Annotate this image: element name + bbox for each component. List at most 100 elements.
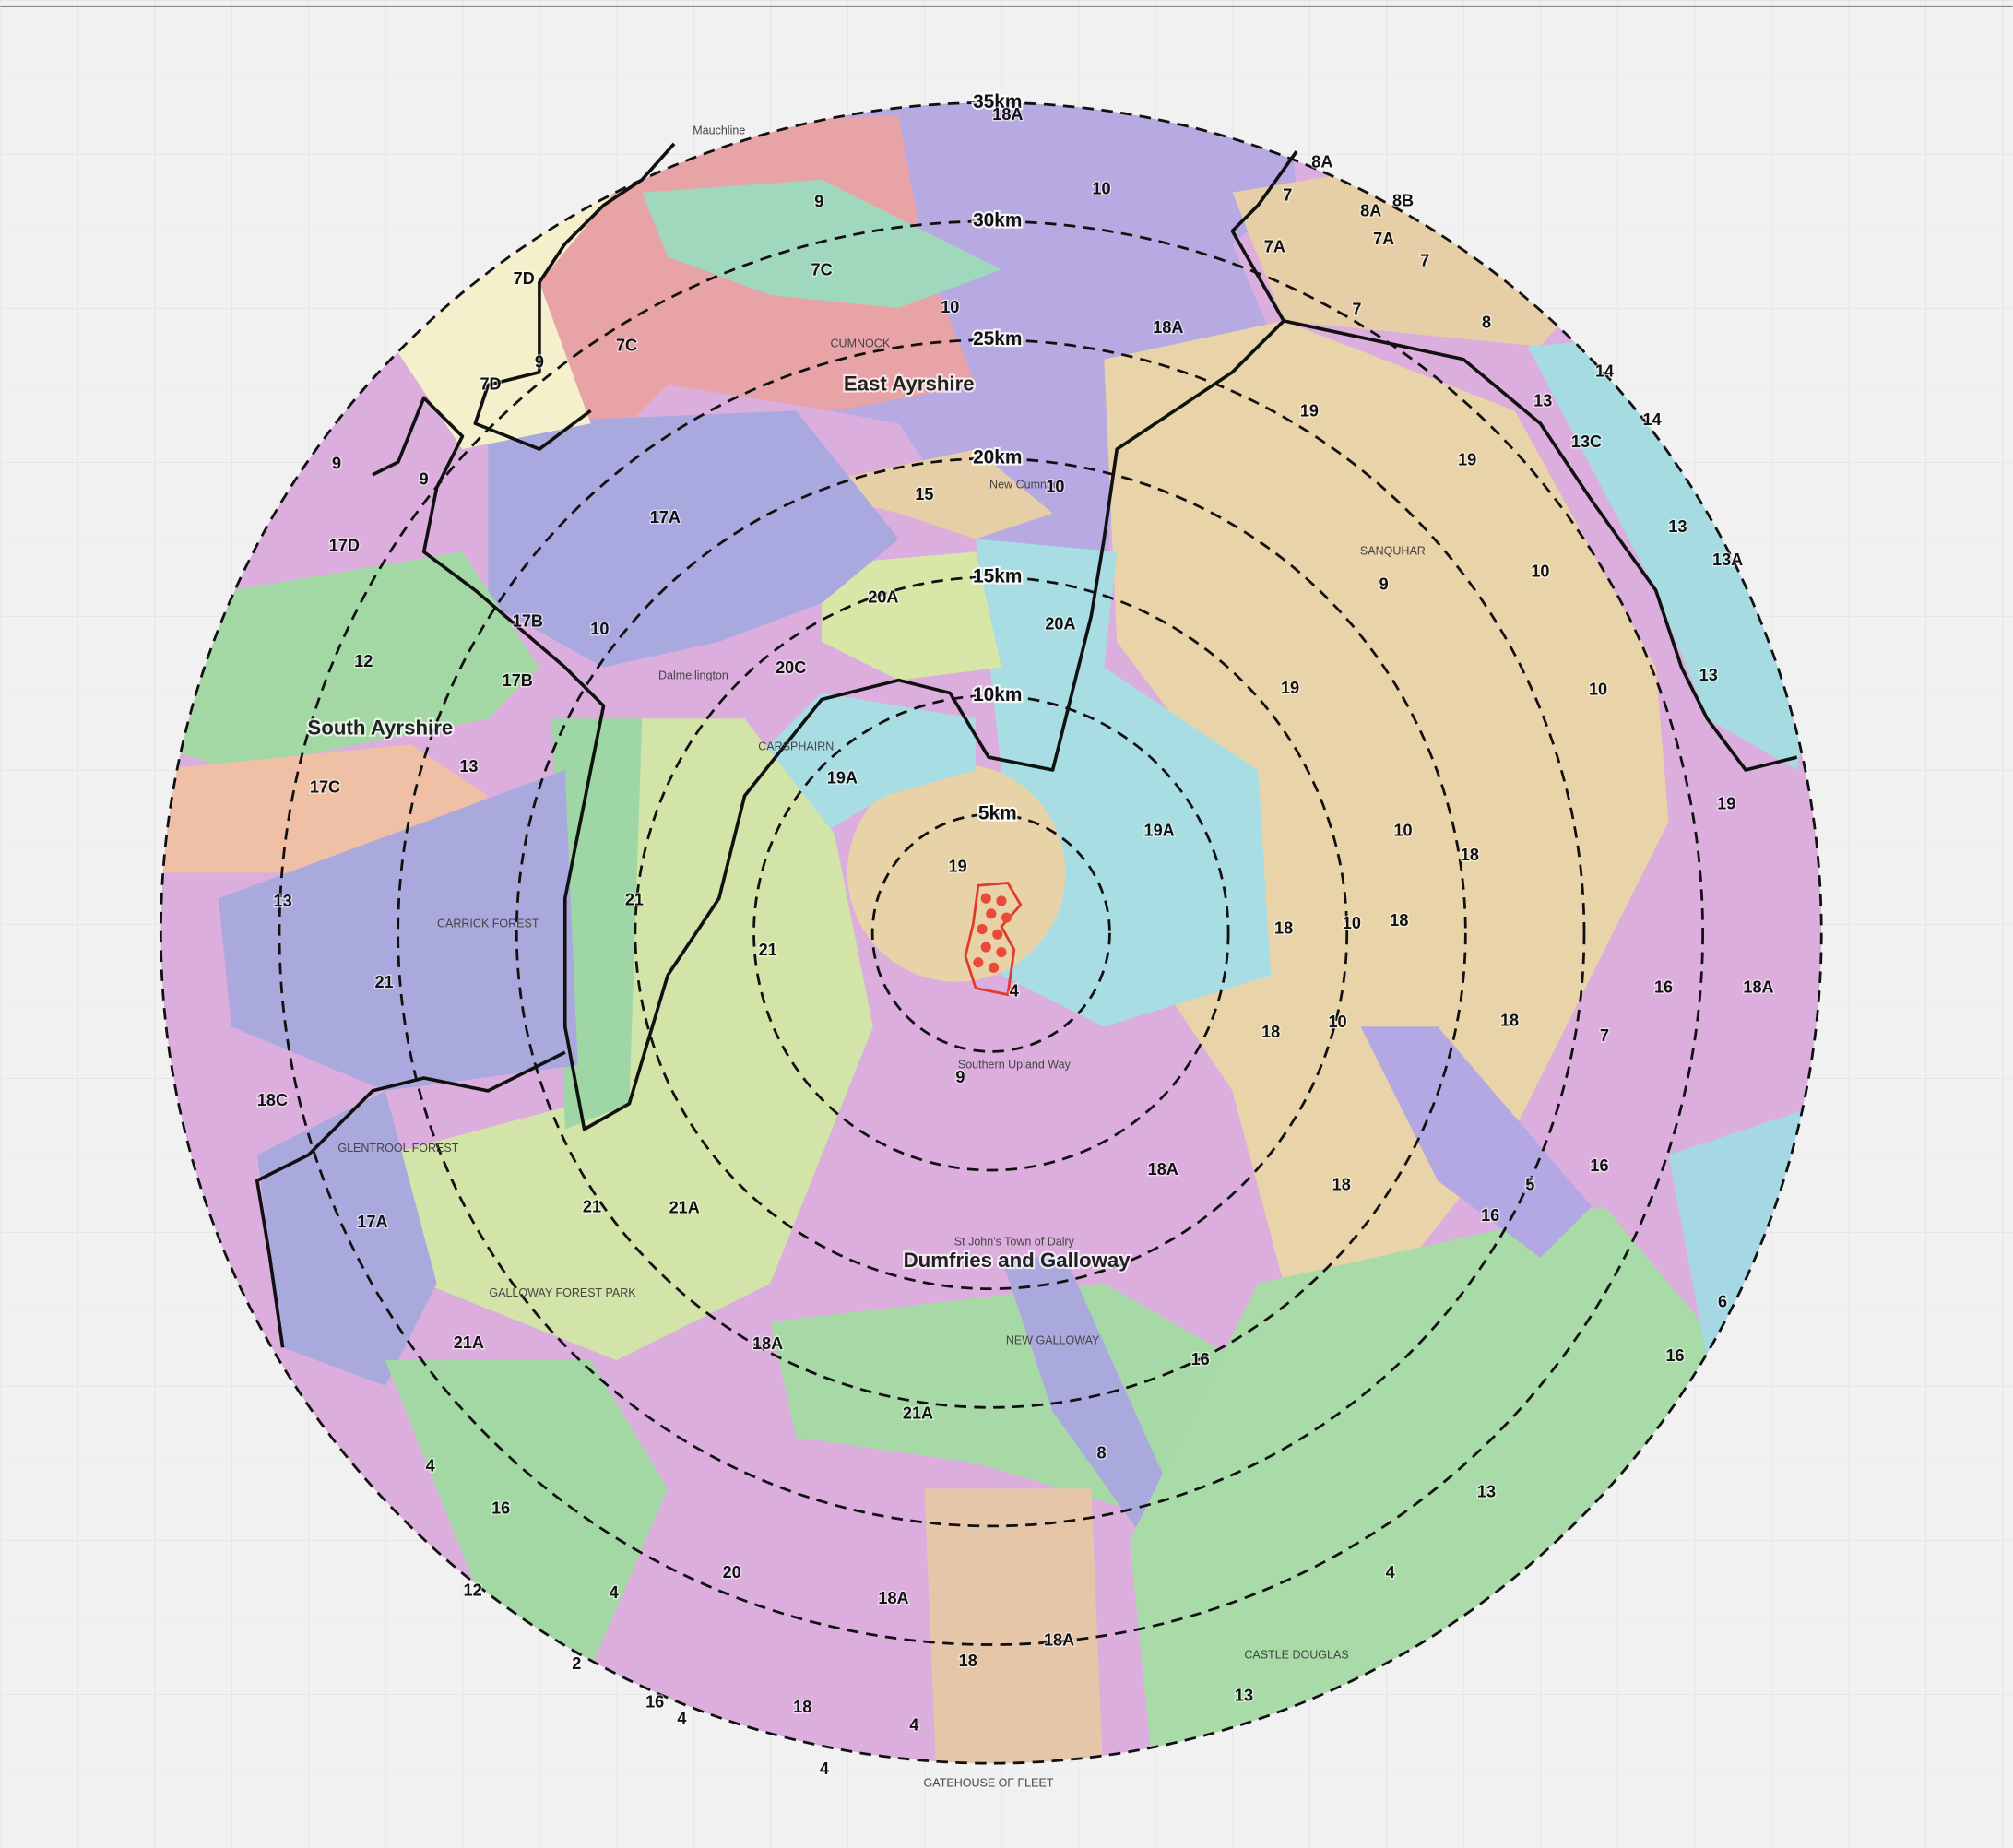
zone-label: 13 <box>1477 1482 1496 1500</box>
zone-label: 4 <box>610 1583 619 1602</box>
zone-area <box>160 551 539 770</box>
turbine <box>989 962 1000 973</box>
zone-label: 18A <box>878 1589 908 1607</box>
zone-label: 13 <box>1699 666 1718 684</box>
zone-label: 7C <box>616 337 637 355</box>
turbine <box>973 957 984 968</box>
distance-ring <box>159 101 1823 1765</box>
distance-ring <box>515 456 1467 1409</box>
zone-label: 9 <box>535 353 544 372</box>
zone-label: 7 <box>1352 301 1361 319</box>
region-label: South Ayrshire <box>307 716 453 739</box>
zone-label: 21 <box>583 1197 601 1215</box>
zone-label: 9 <box>332 455 341 473</box>
zone-area <box>642 179 1001 308</box>
zone-area <box>385 1360 669 1669</box>
ring-label: 30km <box>973 209 1022 231</box>
zone-label: 9 <box>955 1068 965 1086</box>
zone-label: 18 <box>1332 1176 1351 1194</box>
zone-label: 20C <box>776 658 806 677</box>
zone-label: 20A <box>868 587 898 606</box>
region-label: Dumfries and Galloway <box>904 1249 1131 1272</box>
ring-label: 20km <box>973 447 1022 468</box>
turbine <box>980 942 991 953</box>
zone-label: 13 <box>274 892 292 910</box>
zone-label: 7 <box>1420 252 1429 270</box>
zone-label: 19 <box>1281 679 1299 697</box>
zone-label: 19 <box>1717 794 1735 812</box>
site <box>964 882 1023 997</box>
zone-label: 7D <box>514 269 535 288</box>
zone-label: 13C <box>1571 432 1602 451</box>
region-label: East Ayrshire <box>844 372 975 395</box>
landscape-types <box>160 102 1822 1764</box>
zone-label: 10 <box>1092 180 1110 198</box>
zone-area <box>847 764 1066 982</box>
zone-label: 5 <box>1525 1176 1534 1194</box>
zone-label: 21A <box>669 1199 700 1217</box>
zone-label: 18A <box>1743 977 1773 996</box>
zone-area <box>219 770 578 1091</box>
turbine <box>977 924 988 935</box>
place-label: Southern Upland Way <box>958 1058 1072 1071</box>
site-boundary <box>964 882 1023 997</box>
zone-label: 19 <box>1458 450 1476 468</box>
zone-label: 19A <box>1144 822 1175 840</box>
distance-ring <box>397 338 1586 1528</box>
zone-label: 15 <box>915 485 933 503</box>
zone-label: 9 <box>1379 575 1389 593</box>
ring-label: 10km <box>973 684 1022 705</box>
zone-label: 21 <box>374 973 393 991</box>
zone-label: 4 <box>426 1456 435 1475</box>
zone-label: 7A <box>1373 230 1394 248</box>
zone-label: 4 <box>909 1716 918 1735</box>
zone-label: 16 <box>1191 1350 1210 1368</box>
zone-label: 10 <box>1393 822 1412 840</box>
zone-area <box>924 1488 1105 1764</box>
zone-label: 18 <box>1261 1023 1280 1041</box>
turbine <box>996 947 1007 958</box>
zone-label: 18A <box>992 105 1023 124</box>
zone-label: 10 <box>590 620 609 638</box>
place-label: NEW GALLOWAY <box>1006 1334 1100 1347</box>
distance-ring <box>278 219 1704 1646</box>
zone-area <box>1527 333 1822 770</box>
zone-label: 17A <box>357 1213 387 1231</box>
zone-area <box>796 449 1053 539</box>
place-label: St John's Town of Dalry <box>954 1235 1075 1248</box>
zone-label: 8 <box>1096 1444 1106 1463</box>
zone-label: 4 <box>1386 1563 1395 1581</box>
zone-label: 10 <box>1046 478 1064 496</box>
zone-area <box>1104 320 1669 1284</box>
zone-area <box>256 1090 437 1386</box>
zone-label: 17B <box>513 612 543 631</box>
place-label: New Cumnock <box>989 478 1065 491</box>
zone-label: 19 <box>949 858 967 876</box>
zone-label: 13 <box>1235 1687 1253 1705</box>
zone-label: 18 <box>1461 846 1479 864</box>
zone-label: 13 <box>1533 391 1552 409</box>
zone-label: 6 <box>1718 1292 1727 1310</box>
zone-label: 21 <box>625 891 644 909</box>
zone-label: 18C <box>257 1091 288 1109</box>
zone-label: 16 <box>1481 1206 1499 1225</box>
place-label: SANQUHAR <box>1360 545 1426 558</box>
zone-label: 9 <box>420 469 429 488</box>
zone-area <box>822 551 1001 681</box>
zone-label: 16 <box>1654 977 1673 996</box>
zone-label: 18A <box>752 1334 783 1353</box>
turbine <box>986 908 997 919</box>
boundary-line <box>255 1050 566 1348</box>
distance-ring <box>634 575 1349 1291</box>
distance-ring <box>870 812 1111 1053</box>
zone-label: 17B <box>503 671 533 690</box>
zone-label: 17D <box>329 537 360 555</box>
zone-label: 21 <box>759 941 777 959</box>
ring-label: 35km <box>973 91 1022 113</box>
zone-label: 7 <box>1600 1026 1609 1045</box>
zone-label: 8A <box>1360 201 1381 219</box>
zone-label: 18 <box>793 1698 811 1716</box>
zone-label: 21A <box>903 1404 933 1422</box>
